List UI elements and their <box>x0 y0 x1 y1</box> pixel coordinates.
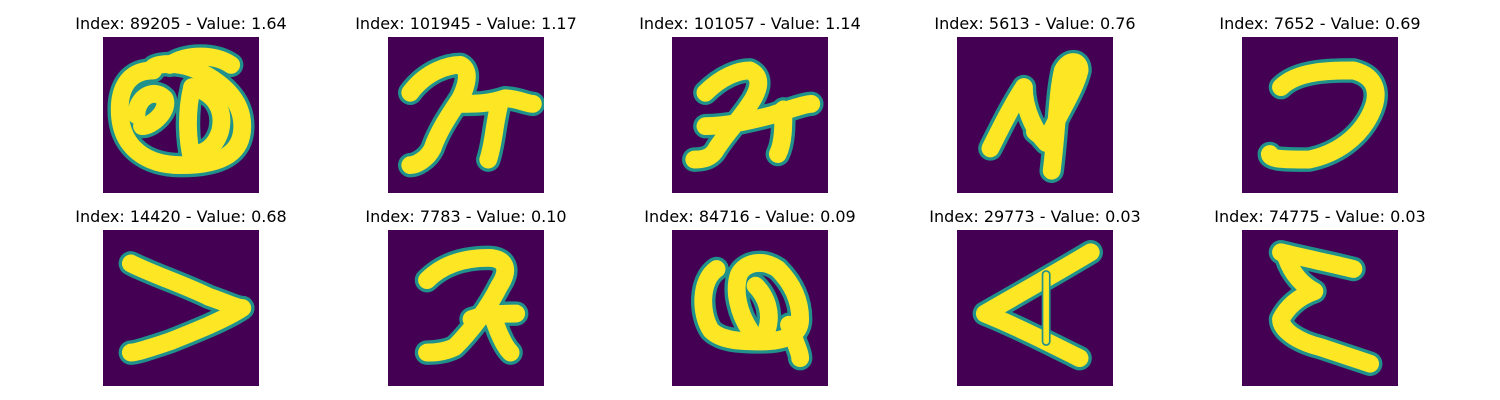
panel-title: Index: 101945 - Value: 1.17 <box>355 14 577 33</box>
handwritten-glyph-image <box>672 230 828 386</box>
handwritten-glyph-image <box>388 230 544 386</box>
panel-title: Index: 14420 - Value: 0.68 <box>75 207 287 226</box>
panel-title: Index: 29773 - Value: 0.03 <box>929 207 1141 226</box>
handwritten-glyph-image <box>672 37 828 193</box>
handwritten-glyph-image <box>1242 37 1398 193</box>
handwritten-glyph-image <box>1242 230 1398 386</box>
panel-title: Index: 7652 - Value: 0.69 <box>1219 14 1421 33</box>
panel-title: Index: 7783 - Value: 0.10 <box>365 207 567 226</box>
handwritten-glyph-image <box>103 230 259 386</box>
panel-title: Index: 74775 - Value: 0.03 <box>1214 207 1426 226</box>
panel-title: Index: 5613 - Value: 0.76 <box>934 14 1136 33</box>
handwritten-glyph-image <box>103 37 259 193</box>
panel-title: Index: 84716 - Value: 0.09 <box>644 207 856 226</box>
handwritten-glyph-image <box>388 37 544 193</box>
handwritten-glyph-image <box>957 37 1113 193</box>
panel-title: Index: 89205 - Value: 1.64 <box>75 14 287 33</box>
handwritten-glyph-image <box>957 230 1113 386</box>
panel-title: Index: 101057 - Value: 1.14 <box>639 14 861 33</box>
